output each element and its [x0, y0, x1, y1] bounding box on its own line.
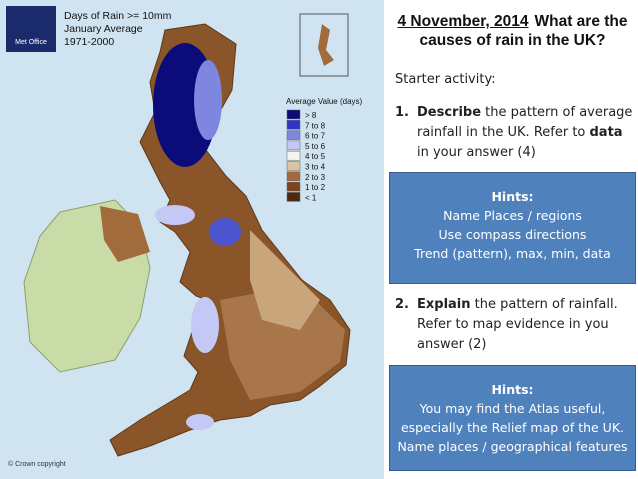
legend-swatch: [286, 120, 301, 130]
map-title-line: January Average: [64, 23, 143, 35]
legend-label: 4 to 5: [305, 152, 326, 161]
legend-label: 3 to 4: [305, 163, 326, 172]
hint-title: Hints:: [491, 189, 534, 204]
hint-box: Hints: You may find the Atlas useful, espe…: [389, 365, 636, 471]
southern-uplands: [155, 205, 195, 225]
copyright: © Crown copyright: [8, 460, 66, 468]
legend-swatch: [286, 140, 301, 151]
legend-title: Average Value (days): [286, 97, 363, 106]
legend: > 87 to 8 6 to 75 to 64 to 5 3 to 42 to 31…: [286, 109, 326, 202]
task-number: 1.: [395, 105, 409, 120]
hint-box: Hints: Name Places / regions Use compass d…: [389, 172, 636, 284]
hint-line: You may find the Atlas useful,: [419, 401, 606, 416]
northern-ireland: [100, 206, 150, 262]
hint-line: Name Places / regions: [443, 208, 582, 223]
legend-label: > 8: [305, 111, 317, 120]
hint-line: Name places / geographical features: [397, 439, 628, 454]
task-part: the pattern of average rainfall in the U…: [417, 105, 633, 140]
legend-swatch: [286, 161, 301, 171]
logo-text: Met Office: [15, 39, 47, 46]
legend-swatch: [286, 109, 301, 120]
lowland-east: [220, 285, 345, 400]
hint-line: especially the Relief map of the UK.: [400, 420, 625, 435]
wales: [191, 297, 219, 353]
hint-line: Trend (pattern), max, min, data: [414, 246, 611, 261]
lake-district: [209, 218, 241, 246]
task: 1. Describe the pattern of average rainfa…: [395, 103, 635, 163]
task-part: Describe: [417, 105, 482, 120]
legend-label: 7 to 8: [305, 121, 326, 130]
logo: [6, 6, 56, 52]
shetland: [318, 24, 334, 66]
legend-label: 6 to 7: [305, 132, 326, 141]
legend-swatch: [286, 181, 301, 192]
legend-label: 1 to 2: [305, 183, 326, 192]
pennines: [250, 230, 320, 330]
task: 2. Explain the pattern of rainfall. Refer…: [395, 295, 635, 355]
task-part: data: [589, 125, 623, 140]
legend-label: 2 to 3: [305, 173, 326, 182]
hint-title: Hints:: [491, 382, 534, 397]
map-title-line: Days of Rain >= 10mm: [64, 10, 172, 22]
task-part: Explain: [417, 297, 471, 312]
task-text: Describe the pattern of average rainfall…: [417, 103, 635, 163]
starter: Starter activity:: [395, 72, 496, 87]
legend-swatch: [286, 150, 301, 161]
highlands-east: [194, 60, 222, 140]
task-part: in your answer (4): [417, 145, 536, 160]
legend-swatch: [286, 171, 301, 182]
task-text: Explain the pattern of rainfall. Refer t…: [417, 295, 635, 355]
task-number: 2.: [395, 297, 409, 312]
hint-line: Use compass directions: [438, 227, 587, 242]
task-part: the pattern of rainfall. Refer to map ev…: [417, 297, 618, 352]
date: 4 November, 2014: [397, 13, 529, 30]
slide-title: 4 November, 2014 What are the causes of r…: [395, 12, 630, 50]
legend-label: 5 to 6: [305, 142, 326, 151]
dartmoor: [186, 414, 214, 430]
legend-label: < 1: [305, 193, 317, 202]
legend-swatch: [286, 192, 301, 202]
title-text: What are the causes of rain in the UK?: [419, 13, 628, 49]
map-title-line: 1971-2000: [64, 36, 114, 48]
legend-swatch: [286, 130, 301, 140]
